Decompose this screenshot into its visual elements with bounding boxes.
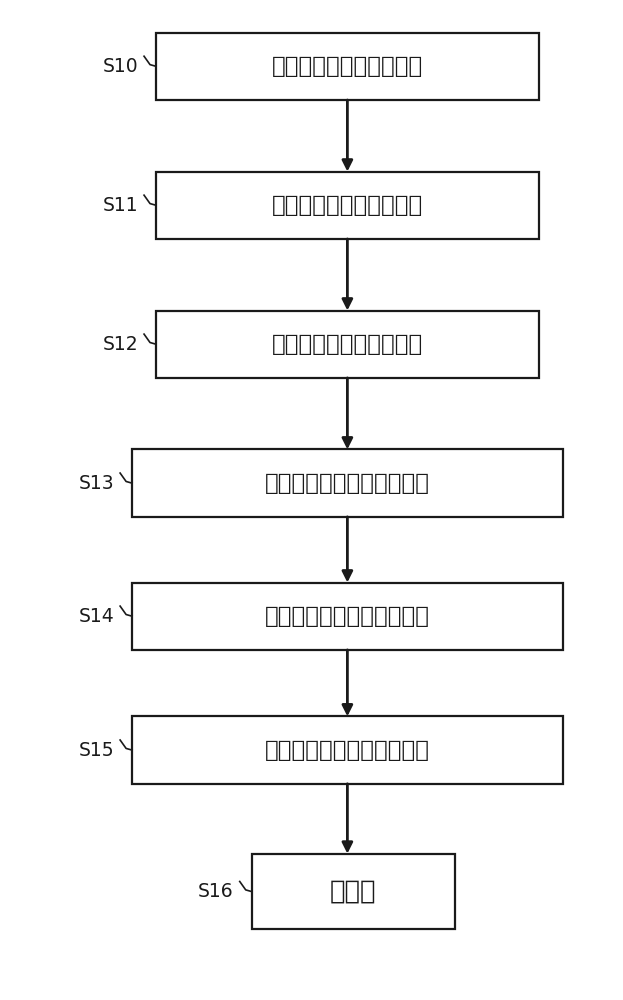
Text: S15: S15 <box>78 741 114 760</box>
Text: S12: S12 <box>102 335 138 354</box>
Text: S11: S11 <box>102 196 138 215</box>
FancyBboxPatch shape <box>156 33 539 100</box>
Text: 层叠第一基材和第二基材: 层叠第一基材和第二基材 <box>272 55 423 78</box>
Text: 单片化: 单片化 <box>330 879 377 905</box>
FancyBboxPatch shape <box>156 172 539 239</box>
FancyBboxPatch shape <box>252 854 455 929</box>
Text: S13: S13 <box>78 474 114 493</box>
Text: S16: S16 <box>198 882 234 901</box>
Text: S14: S14 <box>78 607 114 626</box>
FancyBboxPatch shape <box>132 716 563 784</box>
Text: 层叠第三基材和第四基材: 层叠第三基材和第四基材 <box>272 333 423 356</box>
Text: S10: S10 <box>102 57 138 76</box>
Text: 层叠第二基材和第三基材: 层叠第二基材和第三基材 <box>272 194 423 217</box>
FancyBboxPatch shape <box>132 449 563 517</box>
Text: 注入树脂而制作第三透镜部: 注入树脂而制作第三透镜部 <box>265 739 430 762</box>
FancyBboxPatch shape <box>132 583 563 650</box>
FancyBboxPatch shape <box>156 311 539 378</box>
Text: 注入树脂而制作第一透镜部: 注入树脂而制作第一透镜部 <box>265 472 430 495</box>
Text: 注入树脂而制作第二透镜部: 注入树脂而制作第二透镜部 <box>265 605 430 628</box>
